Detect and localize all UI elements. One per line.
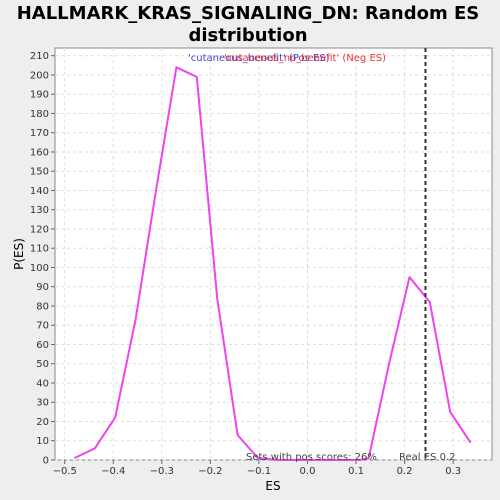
- chart-title-line1: HALLMARK_KRAS_SIGNALING_DN: Random ES: [17, 3, 480, 24]
- y-axis-label: P(ES): [12, 238, 26, 270]
- pos-scores-annotation: Sets with pos scores: 26%: [246, 452, 377, 463]
- x-tick-label: 0.3: [445, 466, 461, 477]
- x-tick-label: 0.2: [397, 466, 413, 477]
- y-tick-label: 10: [36, 436, 49, 447]
- x-tick-label: −0.5: [53, 466, 77, 477]
- y-tick-label: 190: [30, 90, 49, 101]
- plot-area: [54, 47, 493, 461]
- series-layer: [73, 66, 472, 461]
- grid-lines: [55, 48, 492, 461]
- y-tick-label: 20: [36, 417, 49, 428]
- y-tick-label: 90: [36, 282, 49, 293]
- y-tick-label: 140: [30, 186, 49, 197]
- x-tick-label: −0.4: [101, 466, 125, 477]
- y-tick-label: 180: [30, 109, 49, 120]
- y-tick-label: 160: [30, 147, 49, 158]
- y-tick-label: 150: [30, 167, 49, 178]
- y-tick-label: 30: [36, 398, 49, 409]
- y-tick-label: 50: [36, 359, 49, 370]
- y-tick-label: 80: [36, 301, 49, 312]
- y-tick-label: 40: [36, 378, 49, 389]
- y-tick-label: 110: [30, 244, 49, 255]
- real-es-annotation: Real ES 0.2: [399, 452, 455, 463]
- y-tick-label: 60: [36, 340, 49, 351]
- y-tick-label: 0: [43, 456, 49, 467]
- y-tick-label: 170: [30, 128, 49, 139]
- x-tick-label: −0.1: [247, 466, 271, 477]
- x-tick-label: −0.3: [150, 466, 174, 477]
- axes: 0 10 20 30 40 50 60 70 80 90 100 110 120 130 140 150 160…: [30, 51, 461, 477]
- y-tick-label: 100: [30, 263, 49, 274]
- y-tick-label: 120: [30, 224, 49, 235]
- y-tick-label: 70: [36, 321, 49, 332]
- legend-pos-entry: 'cutaneous_benefit' (Pos ES): [188, 53, 330, 64]
- y-tick-label: 130: [30, 205, 49, 216]
- x-tick-label: −0.2: [198, 466, 222, 477]
- x-tick-label: 0.1: [348, 466, 364, 477]
- chart-title-line2: distribution: [188, 25, 307, 46]
- legend-neg-entry: 'cutaneous_no_benefit' (Neg ES): [224, 53, 386, 64]
- es-distribution-line: [73, 66, 472, 461]
- y-tick-label: 200: [30, 70, 49, 81]
- x-axis-label: ES: [265, 479, 280, 493]
- x-tick-label: 0.0: [300, 466, 316, 477]
- y-tick-label: 210: [30, 51, 49, 62]
